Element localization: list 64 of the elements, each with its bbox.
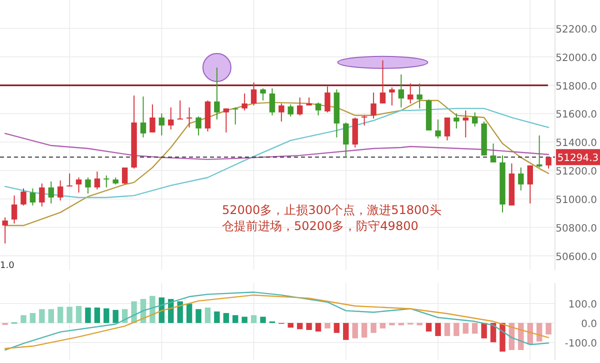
bar (150, 296, 156, 323)
y-tick-label: 51800.0 (556, 81, 597, 92)
bar (186, 304, 192, 323)
bar (454, 322, 460, 336)
bar (324, 322, 330, 328)
annotation: 1.0 (0, 261, 14, 271)
y-tick-label: 52200.0 (556, 24, 597, 36)
bar (334, 322, 340, 333)
bar (343, 322, 349, 340)
bar (223, 313, 229, 323)
bar (536, 322, 542, 342)
bar (426, 322, 432, 332)
y-tick-label: 51400.0 (556, 138, 597, 150)
y-tick-label: 51200.0 (556, 166, 597, 178)
annotation: 仓提前进场，50200多，防守49800 (222, 219, 418, 233)
bar (250, 315, 257, 323)
y-tick-label: 51000.0 (556, 194, 597, 206)
bar (370, 322, 376, 333)
bar (462, 322, 469, 334)
bar (66, 306, 72, 323)
bar (30, 313, 36, 323)
bar (85, 308, 91, 323)
bar (57, 306, 64, 323)
bar (20, 315, 26, 323)
bar (296, 322, 303, 330)
y-tick-label: 100.0 (568, 299, 597, 310)
line-series (4, 132, 550, 160)
bar (352, 322, 358, 338)
ref-line-label: 51294.3 (557, 153, 599, 164)
bar (481, 322, 487, 338)
bar (546, 322, 552, 334)
bar (398, 322, 404, 326)
bar (260, 316, 266, 323)
bar (242, 316, 248, 323)
bar (361, 322, 368, 338)
y-tick-label: 50800.0 (556, 223, 597, 234)
bar (435, 322, 441, 336)
bar (306, 322, 312, 330)
bar (444, 322, 450, 336)
y-tick-label: -100.0 (564, 338, 597, 350)
bar (416, 322, 422, 326)
bar (315, 322, 322, 332)
bar (94, 308, 100, 323)
bar (39, 309, 45, 323)
y-tick-label: 0.0 (581, 318, 597, 330)
bar (214, 311, 220, 323)
y-tick-label: 51600.0 (556, 110, 597, 121)
y-tick-label: 52000.0 (556, 52, 597, 64)
bar (204, 308, 211, 323)
bar (490, 322, 496, 342)
bar (76, 306, 82, 323)
bar (104, 308, 110, 323)
bar (380, 322, 386, 328)
bar (232, 315, 238, 323)
bar (518, 322, 524, 350)
bar (48, 309, 54, 323)
bar (177, 301, 183, 323)
bar (472, 322, 478, 334)
bar (112, 310, 118, 323)
bar (389, 322, 395, 326)
y-tick-label: 50600.0 (556, 252, 597, 263)
bar (288, 322, 294, 328)
bar (196, 309, 202, 323)
annotation: 52000多，止损300个点，激进51800头 (222, 203, 442, 217)
